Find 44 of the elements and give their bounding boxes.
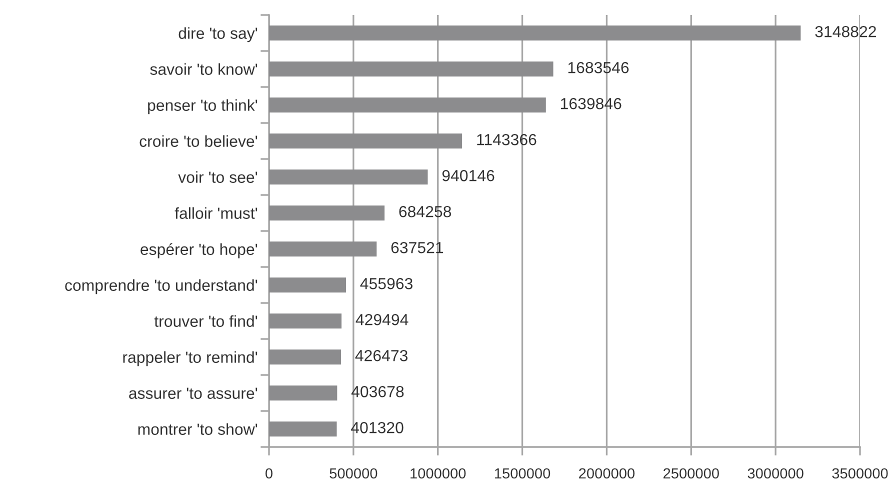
bar: [269, 349, 342, 365]
y-tick-label: voir 'to see': [178, 171, 258, 183]
data-label: 426473: [355, 350, 408, 362]
bar: [269, 205, 385, 221]
x-tick-label: 2000000: [579, 468, 635, 479]
data-label: 1639846: [561, 98, 622, 110]
data-label: 429494: [356, 314, 408, 326]
data-label: 1143366: [477, 134, 536, 146]
data-label: 684258: [399, 206, 452, 218]
y-tick-label: montrer 'to show': [138, 423, 258, 435]
x-tick-label: 3500000: [832, 468, 888, 479]
data-label: 3148822: [815, 26, 876, 38]
x-tick-label: 0: [266, 468, 272, 479]
bar: [269, 313, 342, 329]
x-tick-label: 500000: [330, 468, 378, 479]
data-label: 403678: [351, 386, 404, 398]
bar: [269, 421, 337, 437]
bar: [269, 241, 377, 257]
bar: [269, 385, 338, 401]
y-tick-label: assurer 'to assure': [129, 388, 258, 399]
bar: [269, 25, 801, 41]
bar: [269, 169, 428, 185]
data-label: 637521: [391, 242, 444, 254]
x-tick-label: 1500000: [495, 468, 550, 479]
y-tick-label: penser 'to think': [148, 99, 258, 114]
data-label: 1683546: [568, 62, 629, 74]
x-tick-label: 1000000: [410, 468, 466, 479]
y-tick-label: comprendre 'to understand': [65, 279, 258, 294]
bar: [269, 97, 546, 113]
y-tick-label: savoir 'to know': [150, 63, 258, 75]
bar: [269, 277, 346, 293]
data-label: 455963: [360, 278, 412, 290]
y-tick-label: croire 'to believe': [140, 135, 258, 147]
data-label: 940146: [442, 170, 494, 182]
y-tick-label: rappeler 'to remind': [123, 351, 258, 366]
x-tick-label: 2500000: [663, 468, 719, 479]
y-tick-label: trouver 'to find': [154, 315, 258, 327]
y-tick-label: dire 'to say': [178, 27, 258, 42]
bar: [269, 133, 462, 149]
data-label: 401320: [351, 422, 404, 434]
x-tick-label: 3000000: [748, 468, 804, 479]
y-tick-label: espérer 'to hope': [140, 243, 258, 258]
y-tick-label: falloir 'must': [174, 207, 258, 219]
bar: [269, 61, 554, 77]
